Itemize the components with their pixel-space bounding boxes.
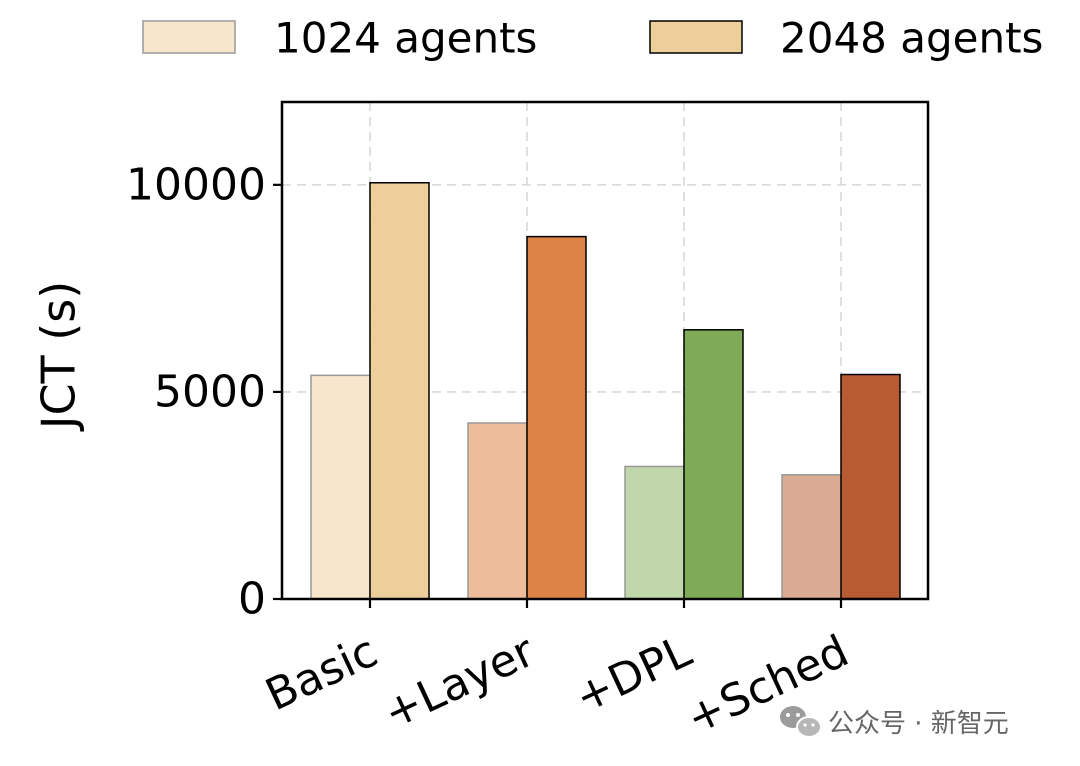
legend-swatch-2 xyxy=(649,20,743,54)
watermark-text: 公众号 · 新智元 xyxy=(828,709,1009,739)
bar-1-2 xyxy=(467,422,528,600)
x-tick-label-2: +DPL xyxy=(567,626,699,724)
bar-2-1 xyxy=(369,182,430,600)
legend-label-2: 2048 agents xyxy=(780,14,1043,63)
watermark: 公众号 · 新智元 xyxy=(780,706,1009,739)
bar-1-3 xyxy=(624,465,685,600)
bar-2-4 xyxy=(840,373,901,600)
y-axis-title: JCT (s) xyxy=(32,281,86,432)
bar-2-3 xyxy=(683,329,744,600)
y-tick-label-2: 10000 xyxy=(126,159,266,210)
y-axis-title-group: JCT (s) xyxy=(32,281,86,432)
legend-label-1: 1024 agents xyxy=(274,14,537,63)
bar-1-4 xyxy=(781,474,842,600)
legend-swatch-1 xyxy=(142,20,236,54)
wechat-icon xyxy=(780,706,822,738)
bar-2-2 xyxy=(526,235,587,600)
y-tick-label-0: 0 xyxy=(238,574,266,625)
x-tick-label-1: +Layer xyxy=(376,625,543,739)
bar-1-1 xyxy=(310,374,371,600)
legend: 1024 agents 2048 agents xyxy=(142,14,1043,63)
bars xyxy=(310,182,901,600)
plot-frame xyxy=(280,100,930,601)
y-tick-label-1: 5000 xyxy=(154,366,266,417)
x-tick-label-0: Basic xyxy=(258,626,385,721)
